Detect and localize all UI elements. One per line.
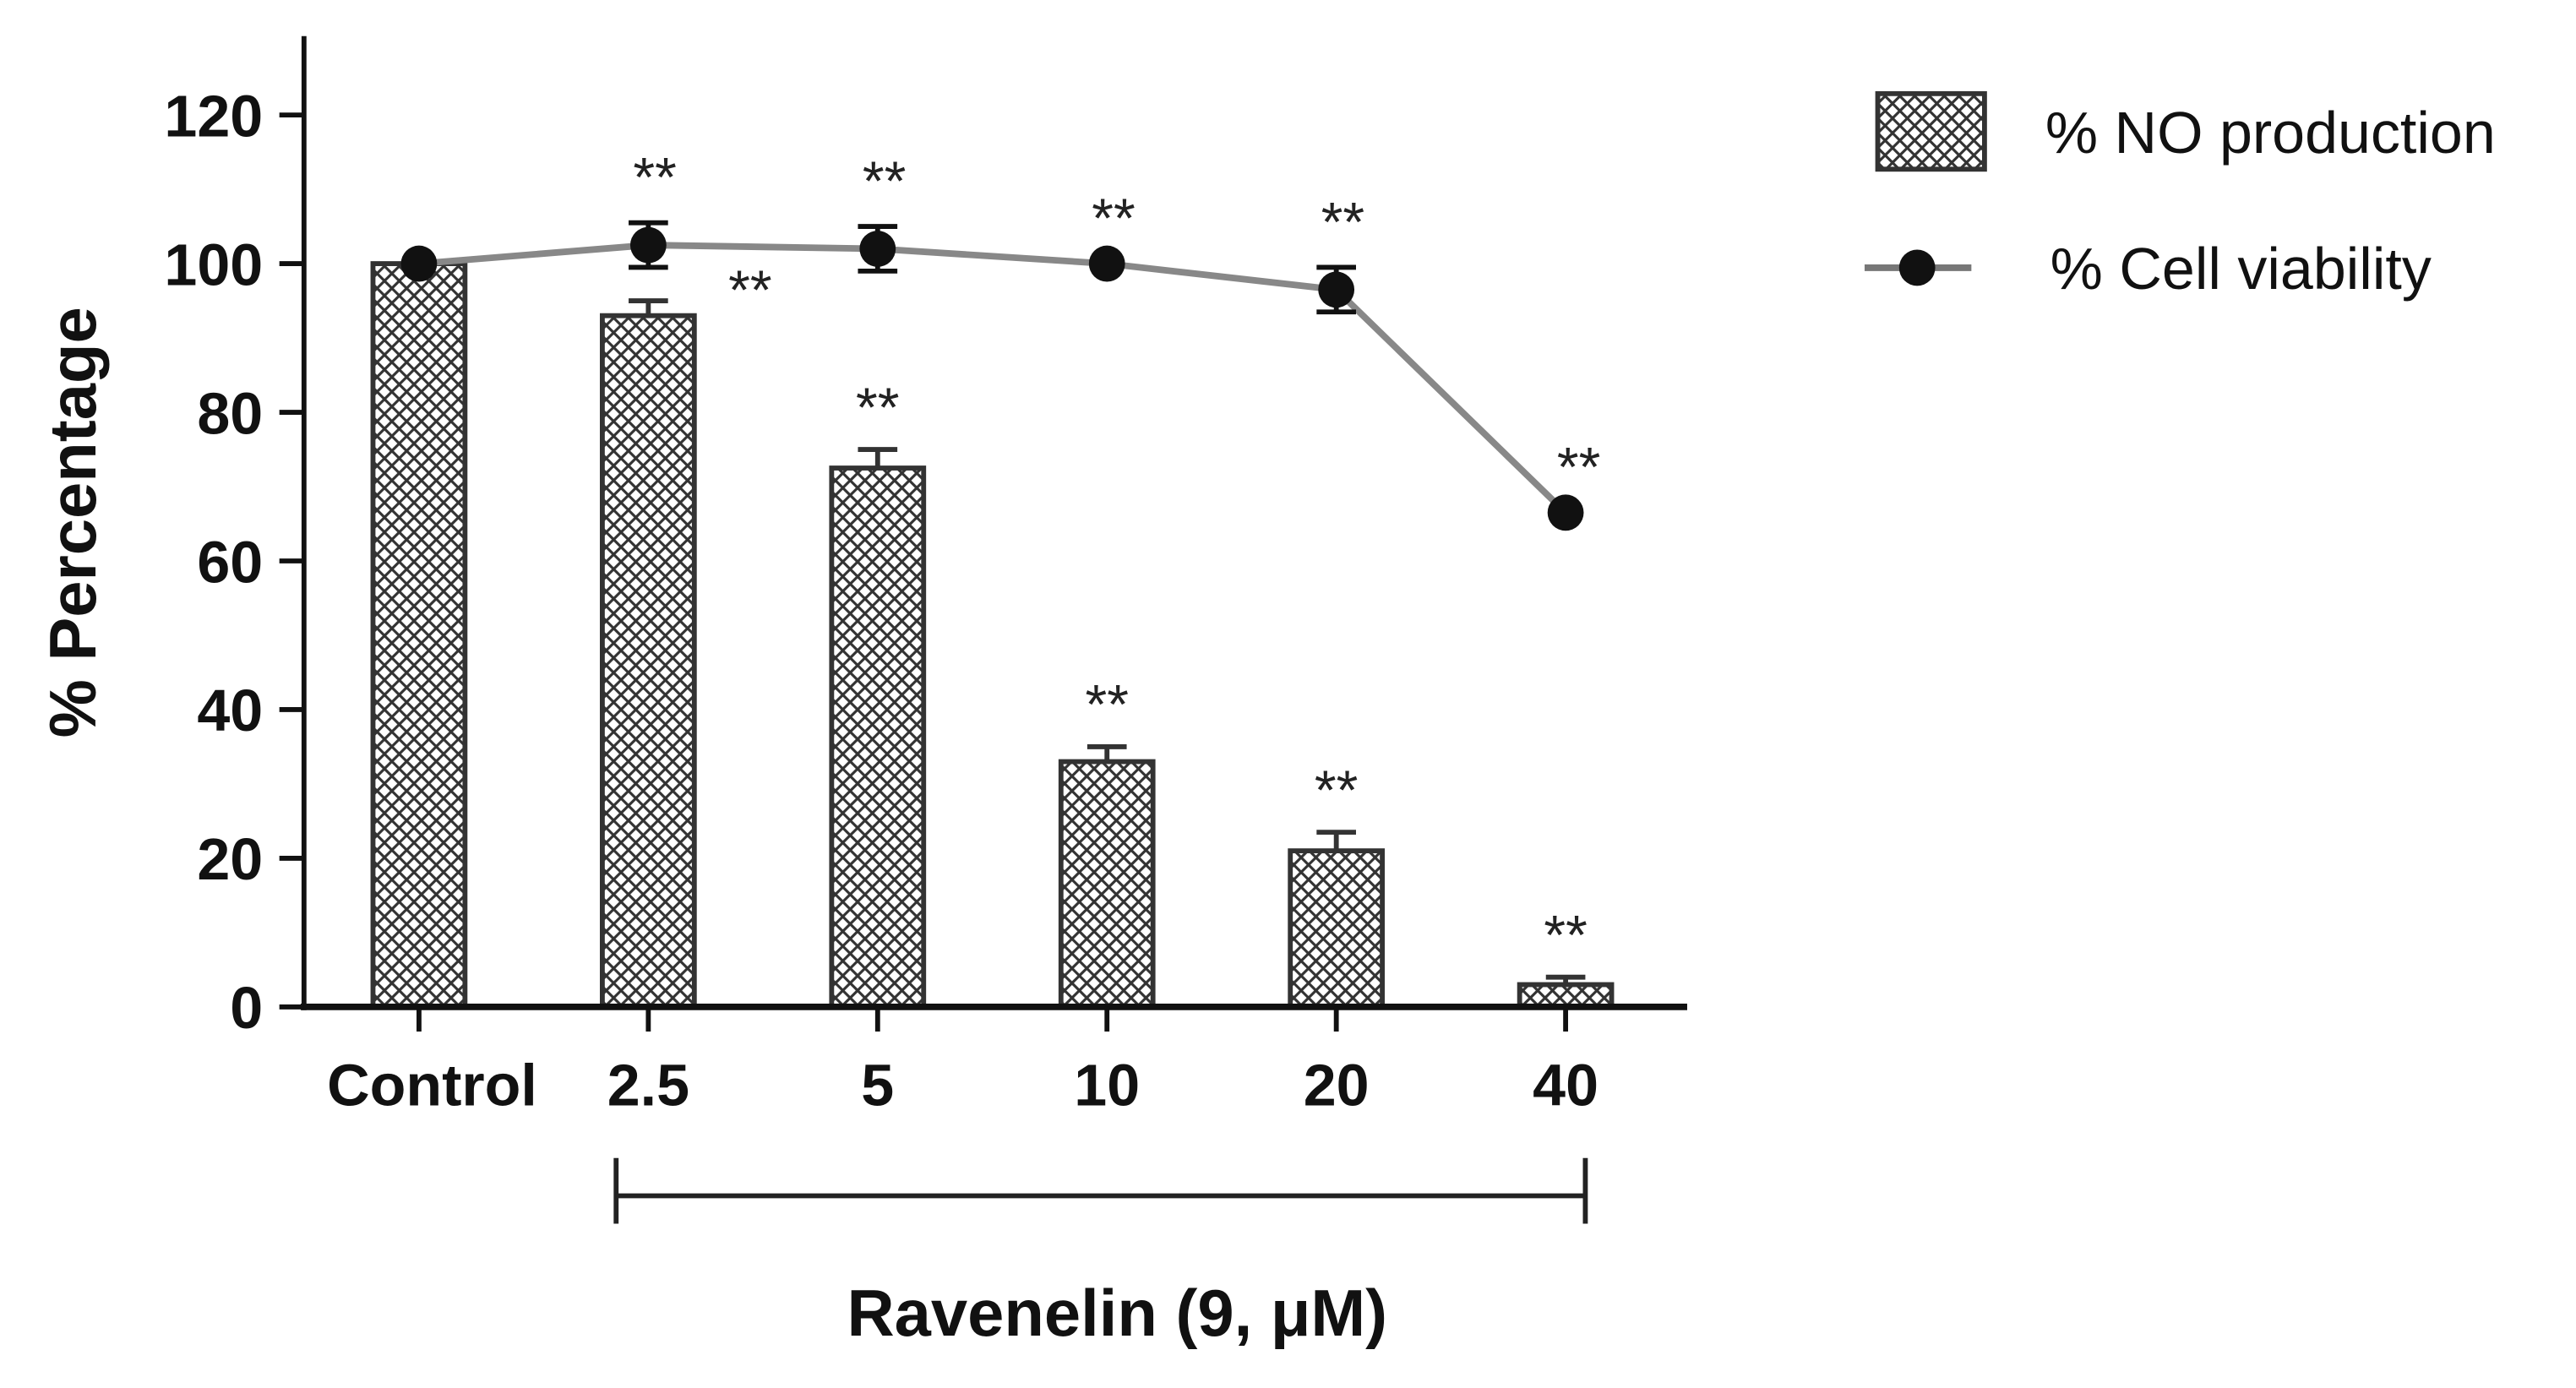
y-tick-label: 80: [197, 380, 263, 446]
significance-marker: **: [728, 259, 771, 322]
x-axis-label: Ravenelin (9, μM): [847, 1277, 1387, 1350]
significance-marker: **: [863, 150, 906, 213]
bar-no-production: [1517, 982, 1615, 1010]
viability-point: [859, 231, 896, 267]
bar-no-production: [829, 465, 927, 1010]
legend: % NO production % Cell viability: [1864, 90, 2496, 302]
significance-marker: **: [1092, 188, 1135, 250]
bar-no-production: [370, 261, 468, 1010]
x-tick-label: 20: [1304, 1053, 1370, 1119]
y-tick-label: 120: [164, 83, 263, 149]
y-tick-label: 60: [197, 529, 263, 595]
y-tick-label: 0: [230, 975, 263, 1041]
legend-label-viability: % Cell viability: [2050, 236, 2432, 302]
significance-marker: **: [633, 147, 676, 210]
legend-swatch-bar: [1875, 90, 1987, 172]
viability-point: [1318, 271, 1355, 308]
significance-marker: **: [1315, 759, 1358, 822]
viability-point: [1088, 245, 1125, 282]
legend-marker-viability: [1898, 249, 1936, 286]
viability-point: [400, 245, 438, 282]
y-tick-label: 20: [197, 826, 263, 892]
legend-label-no: % NO production: [2045, 100, 2496, 166]
significance-marker: **: [1557, 437, 1600, 499]
bar-no-production: [1288, 848, 1386, 1010]
viability-point: [1547, 494, 1584, 531]
viability-line: [418, 242, 1568, 515]
x-tick-label: 40: [1533, 1053, 1598, 1119]
bar-no-production: [599, 313, 697, 1010]
significance-marker: **: [1321, 191, 1364, 253]
y-axis-label: % Percentage: [37, 307, 110, 738]
x-tick-label: 5: [861, 1053, 894, 1119]
y-tick-label: 100: [164, 231, 263, 297]
x-tick-label: 2.5: [607, 1053, 689, 1119]
significance-marker: **: [856, 377, 899, 439]
y-tick-label: 40: [197, 678, 263, 743]
dose-bracket: [613, 1157, 1588, 1224]
significance-marker: **: [1086, 674, 1129, 737]
bar-no-production: [1058, 759, 1156, 1010]
x-tick-label: Control: [327, 1053, 537, 1119]
significance-marker: **: [1544, 904, 1587, 966]
x-tick-label: 10: [1074, 1053, 1140, 1119]
viability-point: [629, 226, 667, 264]
